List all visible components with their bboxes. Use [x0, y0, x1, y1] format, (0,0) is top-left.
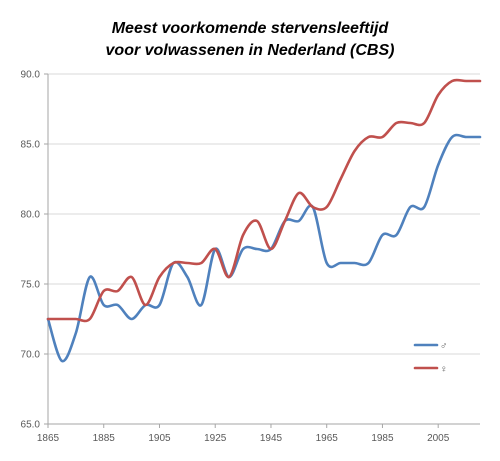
x-tick-label: 1965 — [316, 433, 339, 444]
chart-title-line-1: Meest voorkomende stervensleeftijd — [111, 20, 389, 37]
y-tick-label: 90.0 — [21, 70, 41, 81]
x-tick-label: 1905 — [148, 433, 171, 444]
chart-title-line-2: voor volwassenen in Nederland (CBS) — [105, 42, 395, 59]
chart-title: Meest voorkomende stervensleeftijd voor … — [0, 18, 500, 62]
series-line-female — [46, 78, 482, 323]
y-tick-label: 65.0 — [21, 420, 41, 431]
x-tick-label: 1865 — [37, 433, 60, 444]
legend-label-female: ♀ — [440, 364, 448, 375]
x-tick-label: 1925 — [204, 433, 227, 444]
x-tick-label: 1985 — [371, 433, 394, 444]
series-line-male — [46, 133, 482, 363]
legend-label-male: ♂ — [440, 341, 448, 352]
y-tick-label: 85.0 — [21, 140, 41, 151]
x-tick-label: 1945 — [260, 433, 283, 444]
y-tick-label: 75.0 — [21, 280, 41, 291]
y-tick-label: 80.0 — [21, 210, 41, 221]
y-tick-label: 70.0 — [21, 350, 41, 361]
x-tick-label: 2005 — [427, 433, 450, 444]
x-tick-label: 1885 — [93, 433, 116, 444]
